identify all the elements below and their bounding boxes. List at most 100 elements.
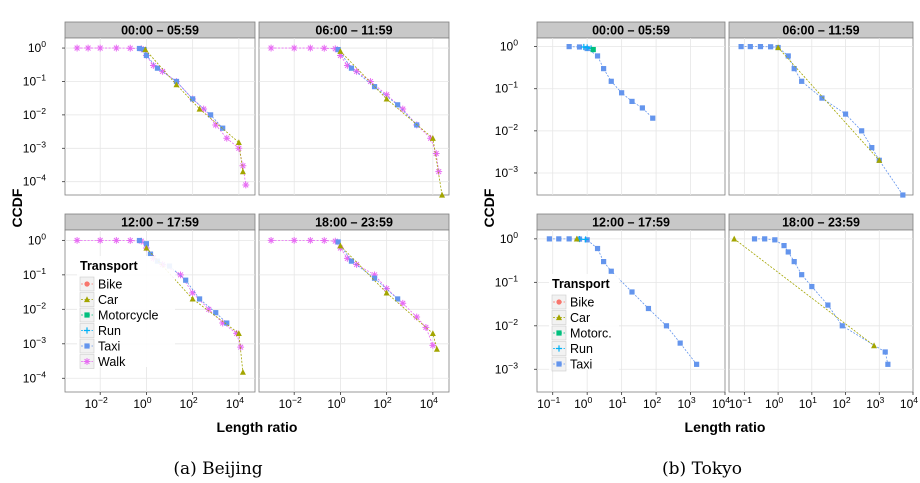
legend-entry-car: Car bbox=[551, 310, 590, 325]
data-point bbox=[601, 259, 607, 265]
x-tick-label-exponent: 2 bbox=[387, 395, 392, 405]
data-point bbox=[383, 289, 390, 296]
data-point bbox=[645, 305, 652, 312]
data-point bbox=[731, 235, 738, 242]
series-run bbox=[580, 43, 595, 52]
data-point bbox=[337, 52, 344, 59]
legend-label: Motorc. bbox=[570, 327, 612, 341]
x-tick-label-exponent: 2 bbox=[656, 395, 661, 405]
data-point bbox=[112, 236, 120, 244]
y-tick-label: 10−1 bbox=[23, 266, 46, 282]
x-tick-label: 104 bbox=[420, 395, 438, 411]
x-tick-label: 104 bbox=[712, 395, 730, 411]
y-tick-label-exponent: −1 bbox=[508, 273, 518, 283]
data-point bbox=[772, 237, 778, 243]
data-point bbox=[205, 305, 213, 313]
y-tick-label-exponent: −1 bbox=[508, 80, 518, 90]
legend-label: Car bbox=[98, 293, 118, 307]
legend-key-marker bbox=[84, 343, 90, 349]
y-tick-label: 10−2 bbox=[495, 122, 518, 138]
x-tick-label: 101 bbox=[799, 395, 817, 411]
legend-title: Transport bbox=[80, 259, 138, 273]
data-point bbox=[825, 302, 831, 308]
data-point bbox=[196, 105, 203, 112]
data-point bbox=[331, 237, 339, 245]
data-point bbox=[876, 157, 883, 163]
data-point bbox=[96, 236, 104, 244]
series-taxi bbox=[335, 239, 401, 302]
x-tick-label: 102 bbox=[374, 395, 392, 411]
data-point bbox=[435, 168, 443, 176]
y-tick-label: 100 bbox=[28, 39, 46, 55]
data-point bbox=[212, 121, 220, 129]
y-tick-label-exponent: −1 bbox=[36, 72, 46, 82]
data-point bbox=[809, 283, 815, 290]
data-point bbox=[173, 78, 180, 85]
facet-strip-label: 06:00 – 11:59 bbox=[782, 24, 859, 38]
series-line bbox=[340, 51, 443, 196]
data-point bbox=[306, 236, 314, 244]
legend-entry-run: Run bbox=[79, 323, 121, 338]
x-tick-label-exponent: 4 bbox=[725, 395, 730, 405]
data-point bbox=[84, 44, 92, 52]
data-point bbox=[353, 68, 360, 75]
data-point bbox=[343, 62, 351, 69]
series-taxi bbox=[751, 236, 891, 367]
legend-key-marker bbox=[556, 314, 562, 321]
series-line bbox=[337, 241, 398, 300]
data-point bbox=[208, 112, 214, 118]
data-point bbox=[738, 43, 744, 50]
y-tick-label: 100 bbox=[500, 230, 518, 246]
legend-key-marker bbox=[83, 358, 91, 365]
series-walk bbox=[73, 236, 245, 351]
x-tick-label-exponent: 0 bbox=[587, 395, 592, 405]
data-point bbox=[768, 44, 774, 50]
data-point bbox=[383, 95, 390, 102]
data-point bbox=[200, 105, 208, 113]
facet-strip-label: 12:00 – 17:59 bbox=[121, 216, 199, 230]
data-point bbox=[183, 277, 189, 283]
data-point bbox=[650, 115, 656, 121]
x-axis-label: Length ratio bbox=[217, 419, 298, 435]
data-point bbox=[136, 45, 143, 52]
data-point bbox=[799, 78, 805, 84]
series-line bbox=[145, 49, 244, 172]
y-tick-label-exponent: −3 bbox=[508, 360, 518, 370]
data-point bbox=[839, 323, 845, 329]
y-tick-label-exponent: −3 bbox=[508, 164, 518, 174]
data-point bbox=[573, 235, 580, 242]
plot-area bbox=[728, 229, 914, 393]
data-point bbox=[190, 96, 196, 102]
y-tick-label-exponent: −2 bbox=[508, 122, 518, 132]
data-point bbox=[196, 296, 203, 302]
series-line bbox=[337, 49, 417, 126]
data-point bbox=[799, 272, 805, 278]
data-point bbox=[791, 259, 797, 265]
x-tick-label-base: 10 bbox=[866, 397, 880, 411]
y-tick-label: 10−3 bbox=[23, 139, 46, 155]
data-point bbox=[859, 128, 865, 134]
panel-2: 06:00 – 11:59 bbox=[728, 21, 914, 198]
data-point bbox=[142, 46, 149, 53]
data-point bbox=[112, 44, 120, 52]
y-tick-label-base: 10 bbox=[23, 302, 37, 316]
data-point bbox=[242, 181, 250, 189]
legend-label: Bike bbox=[98, 278, 122, 292]
data-point bbox=[126, 237, 134, 244]
x-tick-label: 104 bbox=[900, 395, 918, 411]
y-tick-label: 10−2 bbox=[23, 106, 46, 122]
y-tick-label: 10−2 bbox=[23, 300, 46, 316]
data-point bbox=[781, 243, 787, 249]
data-point bbox=[594, 53, 601, 59]
data-point bbox=[566, 43, 572, 50]
x-tick-label: 101 bbox=[609, 395, 627, 411]
panel-2: 06:00 – 11:59 bbox=[258, 21, 450, 198]
legend-entry-run: Run bbox=[551, 341, 593, 356]
x-tick-label-base: 10 bbox=[279, 397, 293, 411]
legend-key-marker bbox=[556, 361, 562, 367]
